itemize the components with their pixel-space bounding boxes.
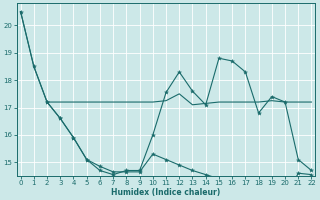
- X-axis label: Humidex (Indice chaleur): Humidex (Indice chaleur): [111, 188, 221, 197]
